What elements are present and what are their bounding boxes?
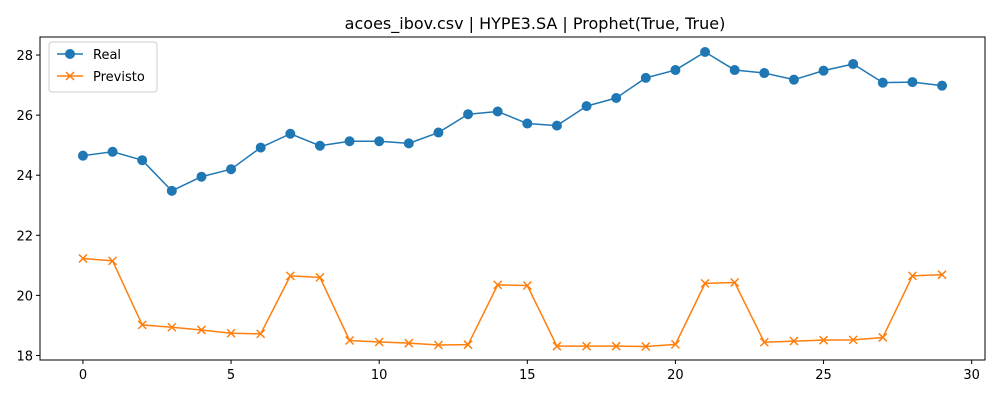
data-point	[107, 146, 118, 157]
data-point	[848, 335, 858, 345]
legend: Real Previsto	[48, 41, 158, 93]
plot-frame	[39, 36, 986, 361]
data-point	[670, 65, 681, 76]
data-point	[196, 325, 206, 335]
data-point	[404, 338, 414, 348]
data-point	[433, 127, 444, 138]
legend-label: Previsto	[93, 70, 145, 85]
legend-label: Real	[93, 48, 121, 63]
data-point	[77, 150, 88, 161]
chart-title: acoes_ibov.csv | HYPE3.SA | Prophet(True…	[345, 14, 726, 34]
data-point	[345, 335, 355, 346]
legend-item-previsto: Previsto	[57, 70, 145, 85]
data-point	[729, 65, 740, 76]
data-point	[551, 120, 562, 131]
y-tick-label: 22	[16, 229, 33, 244]
y-tick-label: 20	[16, 289, 33, 304]
data-point	[759, 337, 769, 347]
y-tick-label: 18	[16, 349, 33, 364]
legend-marker	[65, 71, 75, 81]
data-point	[166, 185, 177, 196]
legend-items: Real Previsto	[57, 48, 145, 85]
data-point	[374, 337, 384, 347]
data-point	[700, 278, 710, 288]
series-real	[77, 47, 948, 196]
data-point	[700, 47, 711, 58]
data-point	[552, 341, 562, 351]
x-tick-label: 5	[227, 368, 235, 383]
data-point	[522, 118, 533, 129]
x-tick-label: 25	[815, 368, 832, 383]
data-point	[937, 80, 948, 91]
data-point	[730, 277, 740, 288]
data-point	[789, 336, 799, 346]
x-axis: 0 5 10 15 20 25 30	[79, 360, 980, 383]
x-tick-label: 10	[371, 368, 388, 383]
data-point	[463, 109, 474, 120]
data-point	[788, 74, 799, 85]
data-point	[167, 322, 177, 332]
data-point	[877, 77, 888, 88]
data-point	[196, 171, 207, 182]
data-point	[819, 335, 829, 345]
data-point	[108, 256, 118, 266]
data-point	[582, 341, 592, 351]
series-line	[82, 257, 943, 348]
data-point	[256, 329, 266, 339]
data-point	[522, 280, 532, 291]
data-point	[78, 253, 88, 263]
x-tick-label: 0	[79, 368, 87, 383]
data-point	[374, 136, 385, 147]
data-point	[226, 164, 237, 175]
data-point	[493, 280, 503, 290]
legend-item-real: Real	[57, 48, 121, 63]
legend-marker	[65, 49, 75, 59]
series-previsto	[78, 253, 947, 352]
y-tick-label: 26	[16, 109, 33, 124]
data-point	[670, 339, 680, 349]
data-point	[878, 332, 888, 342]
data-point	[907, 271, 917, 281]
y-tick-label: 24	[16, 169, 33, 184]
data-point	[641, 341, 651, 352]
series-layer	[77, 47, 948, 352]
y-axis: 18 20 22 24 26 28	[16, 49, 40, 364]
data-point	[611, 341, 621, 351]
data-point	[255, 142, 266, 153]
data-point	[403, 138, 414, 149]
data-point	[314, 140, 325, 151]
x-tick-label: 15	[519, 368, 536, 383]
data-point	[759, 68, 770, 79]
data-point	[818, 65, 829, 76]
x-tick-label: 30	[963, 368, 980, 383]
data-point	[285, 128, 296, 139]
data-point	[937, 270, 947, 280]
data-point	[907, 77, 918, 88]
data-point	[848, 59, 859, 70]
data-point	[433, 340, 443, 350]
y-tick-label: 28	[16, 49, 33, 64]
data-point	[344, 136, 355, 147]
data-point	[640, 72, 651, 83]
data-point	[611, 92, 622, 103]
data-point	[463, 340, 473, 350]
data-point	[315, 272, 325, 282]
data-point	[137, 155, 148, 166]
x-tick-label: 20	[667, 368, 684, 383]
data-point	[285, 271, 295, 281]
data-point	[581, 101, 592, 112]
data-point	[226, 328, 236, 338]
data-point	[492, 106, 503, 117]
series-line	[82, 51, 943, 192]
data-point	[137, 320, 147, 330]
